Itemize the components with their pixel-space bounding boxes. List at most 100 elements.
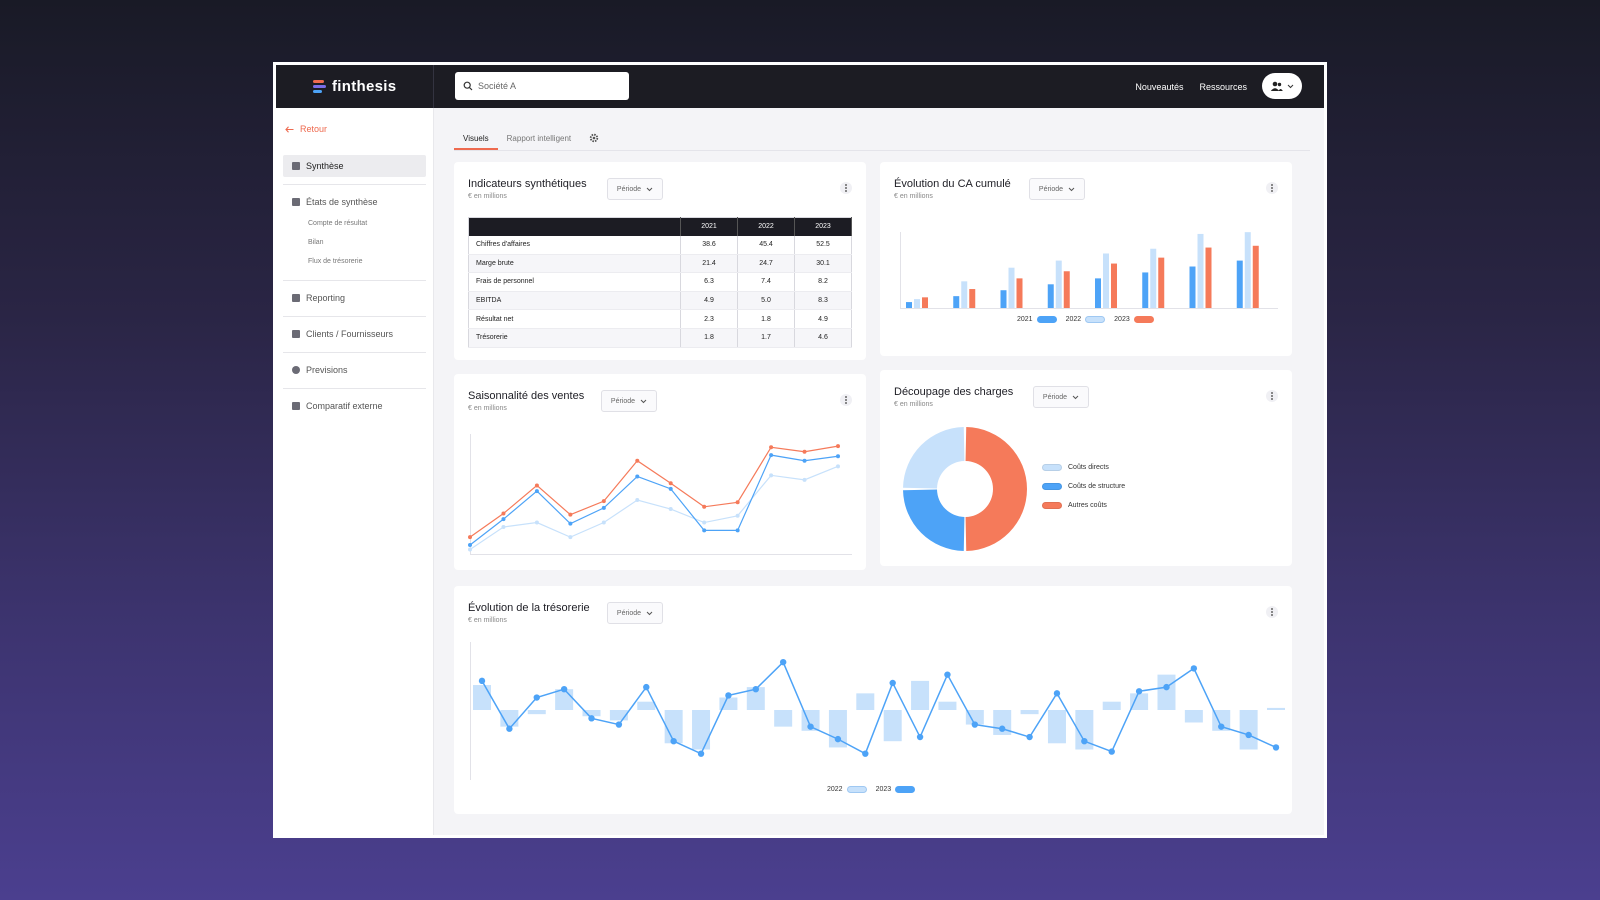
sidebar-subitem-bilan[interactable]: Bilan — [308, 239, 324, 246]
data-point-2023 — [468, 535, 472, 540]
document-icon — [292, 162, 300, 170]
chevron-down-icon — [1068, 187, 1075, 191]
row-label: Résultat net — [468, 309, 681, 329]
bar-2023 — [1063, 271, 1070, 308]
chevron-down-icon — [646, 611, 653, 615]
logo-icon — [313, 80, 326, 93]
more-menu-button[interactable] — [840, 182, 852, 194]
sidebar-item-etats[interactable]: États de synthèse — [283, 191, 426, 213]
divider — [283, 280, 426, 281]
sidebar-item-synthese[interactable]: Synthèse — [283, 155, 426, 177]
legend-label: 2023 — [875, 786, 892, 793]
table-cell: 45.4 — [737, 235, 795, 255]
card-unit: € en millions — [894, 401, 933, 408]
period-select[interactable]: Période — [1033, 386, 1089, 408]
bar-2022 — [1184, 710, 1203, 723]
legend-label: Coûts directs — [1068, 464, 1109, 471]
tab-bar: Visuels Rapport intelligent — [454, 126, 608, 150]
saisonnalite-chart — [468, 434, 852, 555]
gear-icon — [589, 133, 599, 143]
chevron-down-icon — [646, 187, 653, 191]
period-select[interactable]: Période — [1029, 178, 1085, 200]
sidebar-subitem-compte-resultat[interactable]: Compte de résultat — [308, 220, 368, 227]
row-label: Frais de personnel — [468, 272, 681, 292]
search-input[interactable]: Société A — [455, 72, 629, 100]
sidebar-item-comparatif-externe[interactable]: Comparatif externe — [283, 395, 426, 417]
data-point-2023 — [588, 715, 595, 722]
nav-nouveautes[interactable]: Nouveautés — [1135, 81, 1184, 92]
more-menu-button[interactable] — [1266, 390, 1278, 402]
legend-label: Coûts de structure — [1068, 483, 1126, 490]
report-icon — [292, 294, 300, 302]
data-point-2023 — [1081, 738, 1088, 745]
sidebar-item-reporting[interactable]: Reporting — [283, 287, 426, 309]
table-cell: 30.1 — [794, 254, 852, 274]
bar-2023 — [922, 297, 928, 308]
data-point-2023 — [1108, 748, 1115, 755]
bar-2023 — [1205, 247, 1212, 308]
bar-2022 — [1102, 701, 1121, 710]
legend-label: 2022 — [827, 786, 843, 793]
data-point-2023 — [1135, 688, 1143, 695]
app-window: finthesis Société A Nouveautés Ressource… — [273, 62, 1327, 838]
data-point-2023 — [999, 725, 1006, 732]
period-label: Période — [1042, 393, 1068, 401]
settings-button[interactable] — [580, 126, 608, 150]
series-line-2021 — [469, 454, 839, 546]
donut-slice — [903, 489, 965, 551]
data-point-2021 — [802, 458, 807, 463]
bar-2023 — [1111, 263, 1117, 308]
table-row: Frais de personnel 6.3 7.4 8.2 — [468, 272, 852, 292]
data-point-2023 — [1272, 744, 1280, 751]
logo[interactable]: finthesis — [276, 65, 434, 108]
sidebar-item-label: États de synthèse — [306, 197, 378, 207]
period-select[interactable]: Période — [607, 178, 663, 200]
period-select[interactable]: Période — [607, 602, 663, 624]
data-point-2023 — [769, 445, 774, 450]
search-icon — [463, 81, 473, 91]
user-menu-button[interactable] — [1262, 73, 1302, 99]
table-header: 2021 2022 2023 — [468, 217, 852, 236]
back-link[interactable]: Retour — [285, 124, 327, 134]
sidebar-item-clients-fournisseurs[interactable]: Clients / Fournisseurs — [283, 323, 426, 345]
table-cell: 8.2 — [794, 272, 852, 292]
more-menu-button[interactable] — [1266, 182, 1278, 194]
more-menu-button[interactable] — [840, 394, 852, 406]
card-unit: € en millions — [468, 405, 507, 412]
bar-2021 — [1095, 278, 1101, 308]
sidebar-item-previsions[interactable]: Previsions — [283, 359, 426, 381]
data-point-2023 — [944, 671, 951, 678]
data-point-2021 — [468, 543, 472, 548]
data-point-2021 — [501, 517, 506, 522]
column-header: 2023 — [794, 217, 852, 236]
data-point-2021 — [735, 528, 740, 533]
tab-rapport-intelligent[interactable]: Rapport intelligent — [506, 133, 572, 143]
data-point-2023 — [506, 725, 513, 732]
series-line-2022 — [469, 465, 839, 551]
card-saisonnalite: Saisonnalité des ventes € en millions Pé… — [454, 374, 866, 570]
nav-ressources[interactable]: Ressources — [1199, 81, 1247, 92]
data-point-2022 — [501, 525, 506, 530]
sidebar-subitem-flux-tresorerie[interactable]: Flux de trésorerie — [308, 258, 363, 265]
table-row: EBITDA 4.9 5.0 8.3 — [468, 291, 852, 311]
legend-swatch — [1133, 316, 1154, 323]
bar-2021 — [953, 296, 960, 308]
chart-legend: 2022 2023 — [827, 786, 924, 793]
legend-label: 2023 — [1114, 316, 1130, 323]
bar-2022 — [914, 299, 920, 308]
more-menu-button[interactable] — [1266, 606, 1278, 618]
series-line-2023 — [469, 445, 839, 538]
divider — [283, 388, 426, 389]
bar-2021 — [1000, 290, 1007, 308]
bar-2022 — [1020, 710, 1039, 715]
data-point-2023 — [635, 458, 640, 463]
bar-2022 — [637, 701, 656, 710]
tab-visuels[interactable]: Visuels — [454, 126, 498, 150]
card-title: Évolution du CA cumulé — [894, 178, 1011, 190]
bar-2021 — [1236, 260, 1243, 308]
chevron-down-icon — [1072, 395, 1079, 399]
period-select[interactable]: Période — [601, 390, 657, 412]
data-point-2023 — [1026, 733, 1033, 741]
column-header: 2022 — [737, 217, 795, 236]
bar-2022 — [582, 710, 601, 717]
